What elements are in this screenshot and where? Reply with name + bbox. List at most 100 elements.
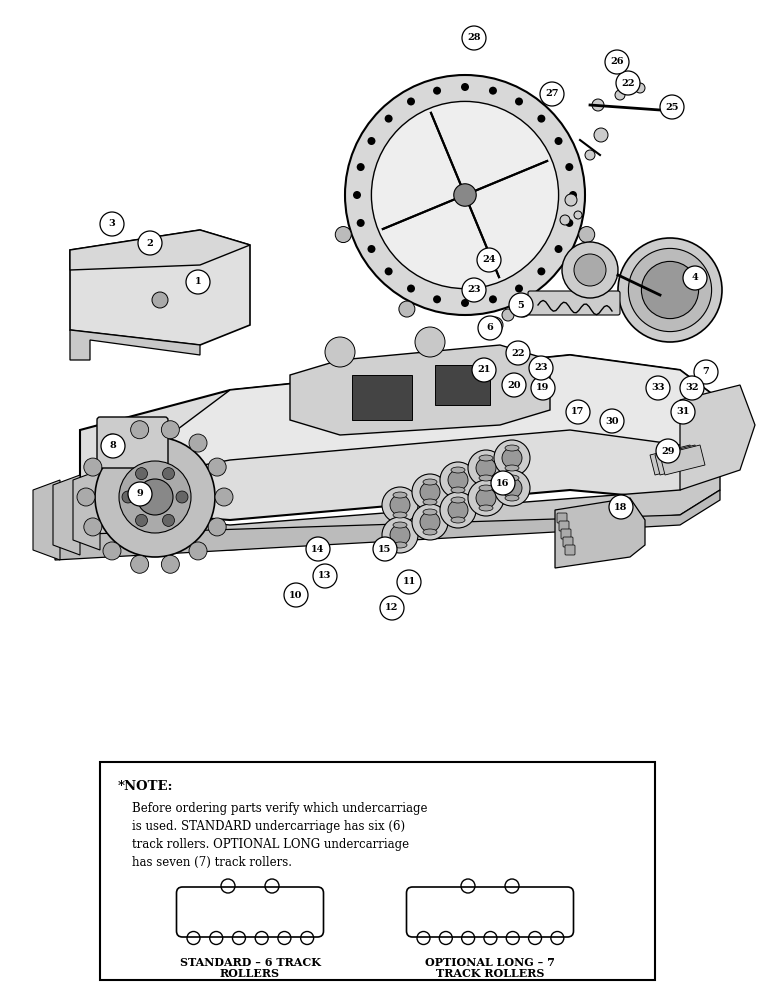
Polygon shape — [680, 385, 755, 490]
Text: 15: 15 — [378, 544, 391, 554]
Text: 23: 23 — [467, 286, 481, 294]
Circle shape — [502, 478, 522, 498]
Circle shape — [600, 409, 624, 433]
Ellipse shape — [451, 517, 465, 523]
Circle shape — [680, 376, 704, 400]
Circle shape — [325, 337, 355, 367]
Circle shape — [574, 211, 582, 219]
Circle shape — [176, 491, 188, 503]
Circle shape — [77, 488, 95, 506]
Circle shape — [489, 295, 497, 303]
Text: 12: 12 — [385, 603, 398, 612]
Circle shape — [506, 341, 530, 365]
Circle shape — [412, 474, 448, 510]
Circle shape — [502, 309, 514, 321]
Text: OPTIONAL LONG – 7: OPTIONAL LONG – 7 — [425, 957, 555, 968]
Text: is used. STANDARD undercarriage has six (6): is used. STANDARD undercarriage has six … — [132, 820, 405, 833]
Circle shape — [373, 537, 397, 561]
Circle shape — [136, 514, 147, 526]
FancyBboxPatch shape — [565, 545, 575, 555]
Ellipse shape — [423, 529, 437, 535]
Polygon shape — [55, 490, 720, 560]
Polygon shape — [53, 475, 80, 555]
Circle shape — [84, 518, 102, 536]
Circle shape — [635, 83, 645, 93]
Circle shape — [161, 555, 179, 573]
Circle shape — [461, 83, 469, 91]
Text: 23: 23 — [534, 363, 548, 372]
Circle shape — [162, 514, 174, 526]
Text: track rollers. OPTIONAL LONG undercarriage: track rollers. OPTIONAL LONG undercarria… — [132, 838, 409, 851]
Circle shape — [313, 564, 337, 588]
Text: 30: 30 — [605, 416, 619, 426]
Ellipse shape — [451, 497, 465, 503]
FancyBboxPatch shape — [559, 521, 569, 531]
Text: ROLLERS: ROLLERS — [220, 968, 280, 979]
Circle shape — [537, 115, 545, 123]
Polygon shape — [70, 230, 250, 345]
Circle shape — [618, 238, 722, 342]
Circle shape — [462, 26, 486, 50]
Ellipse shape — [451, 487, 465, 493]
Circle shape — [609, 495, 633, 519]
Text: 17: 17 — [571, 408, 584, 416]
Text: 22: 22 — [621, 79, 635, 88]
FancyBboxPatch shape — [97, 417, 168, 468]
FancyBboxPatch shape — [528, 291, 620, 315]
Text: 33: 33 — [652, 383, 665, 392]
Circle shape — [137, 479, 173, 515]
Text: 5: 5 — [517, 300, 524, 310]
Circle shape — [371, 101, 559, 289]
Circle shape — [448, 500, 468, 520]
Circle shape — [509, 293, 533, 317]
Polygon shape — [80, 355, 720, 520]
Circle shape — [152, 292, 168, 308]
FancyBboxPatch shape — [352, 375, 412, 420]
Polygon shape — [655, 445, 700, 475]
Circle shape — [100, 212, 124, 236]
Circle shape — [642, 261, 699, 319]
Text: 24: 24 — [482, 255, 496, 264]
Polygon shape — [33, 480, 60, 560]
Circle shape — [357, 219, 364, 227]
Polygon shape — [70, 330, 200, 360]
Circle shape — [502, 448, 522, 468]
Circle shape — [407, 97, 415, 105]
Ellipse shape — [479, 475, 493, 481]
Circle shape — [186, 270, 210, 294]
Circle shape — [433, 295, 441, 303]
Circle shape — [420, 512, 440, 532]
Circle shape — [440, 462, 476, 498]
Circle shape — [415, 327, 445, 357]
Text: 20: 20 — [507, 380, 521, 389]
Text: 27: 27 — [545, 90, 559, 99]
Circle shape — [477, 248, 501, 272]
FancyBboxPatch shape — [100, 762, 655, 980]
Polygon shape — [555, 498, 645, 568]
Polygon shape — [290, 345, 550, 435]
Circle shape — [574, 254, 606, 286]
Circle shape — [399, 301, 415, 317]
Circle shape — [382, 517, 418, 553]
FancyBboxPatch shape — [563, 537, 573, 547]
Circle shape — [345, 75, 585, 315]
Circle shape — [566, 400, 590, 424]
Circle shape — [565, 194, 577, 206]
Text: 32: 32 — [686, 383, 699, 392]
Circle shape — [579, 227, 594, 243]
Circle shape — [284, 583, 308, 607]
Circle shape — [462, 278, 486, 302]
Circle shape — [560, 215, 570, 225]
Ellipse shape — [423, 499, 437, 505]
Ellipse shape — [423, 479, 437, 485]
Text: 31: 31 — [676, 408, 689, 416]
Circle shape — [615, 90, 625, 100]
Circle shape — [502, 373, 526, 397]
Circle shape — [656, 439, 680, 463]
Circle shape — [585, 150, 595, 160]
Circle shape — [119, 461, 191, 533]
Text: 28: 28 — [467, 33, 481, 42]
Text: 4: 4 — [692, 273, 699, 282]
Ellipse shape — [393, 492, 407, 498]
Circle shape — [189, 542, 207, 560]
